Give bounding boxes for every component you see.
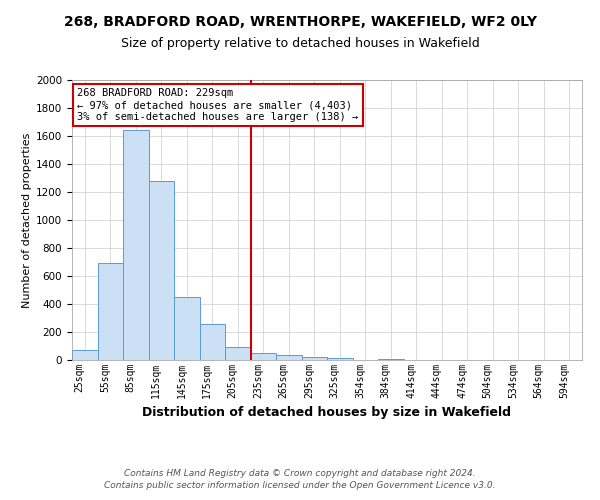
Bar [378, 358, 404, 360]
Bar [327, 358, 353, 360]
X-axis label: Distribution of detached houses by size in Wakefield: Distribution of detached houses by size … [143, 406, 511, 420]
Y-axis label: Number of detached properties: Number of detached properties [22, 132, 32, 308]
Text: Size of property relative to detached houses in Wakefield: Size of property relative to detached ho… [121, 38, 479, 51]
Bar [199, 324, 225, 360]
Bar [72, 350, 97, 360]
Text: 268 BRADFORD ROAD: 229sqm
← 97% of detached houses are smaller (4,403)
3% of sem: 268 BRADFORD ROAD: 229sqm ← 97% of detac… [77, 88, 358, 122]
Text: Contains HM Land Registry data © Crown copyright and database right 2024.
Contai: Contains HM Land Registry data © Crown c… [104, 469, 496, 490]
Bar [276, 355, 302, 360]
Bar [149, 181, 174, 360]
Bar [174, 297, 199, 360]
Bar [225, 348, 251, 360]
Bar [302, 357, 327, 360]
Bar [97, 264, 123, 360]
Bar [123, 130, 149, 360]
Text: 268, BRADFORD ROAD, WRENTHORPE, WAKEFIELD, WF2 0LY: 268, BRADFORD ROAD, WRENTHORPE, WAKEFIEL… [64, 15, 536, 29]
Bar [251, 353, 276, 360]
